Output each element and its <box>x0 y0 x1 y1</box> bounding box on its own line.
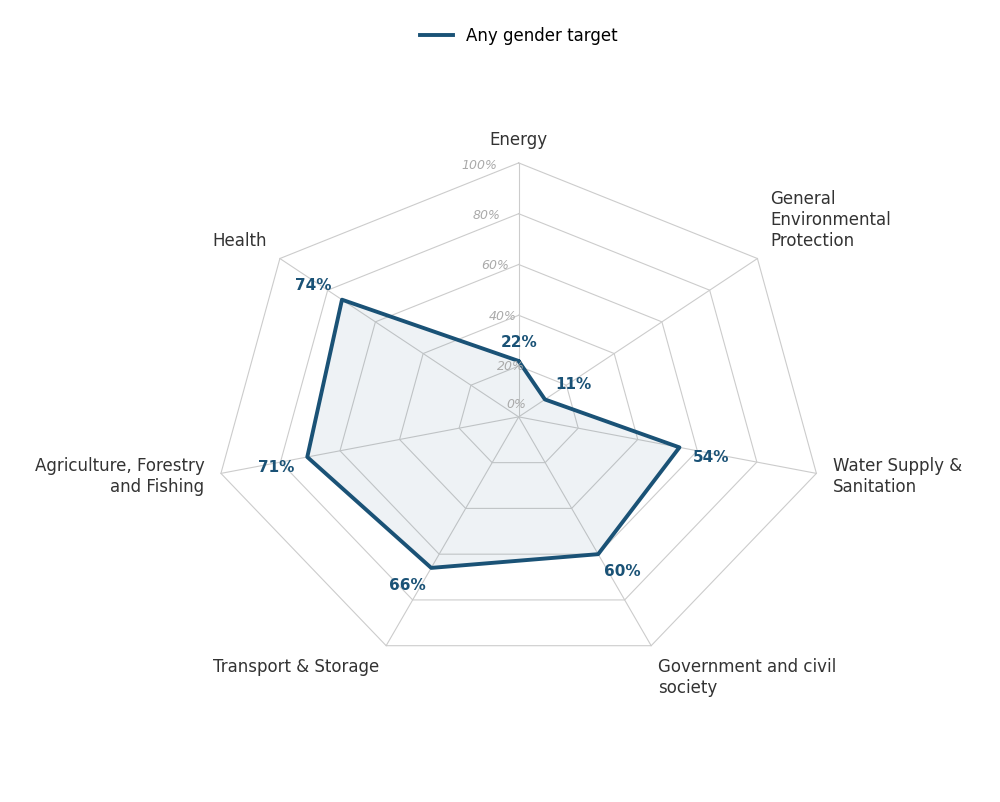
Text: 66%: 66% <box>389 578 425 593</box>
Text: 60%: 60% <box>481 259 509 272</box>
Text: 80%: 80% <box>473 209 501 222</box>
Text: 22%: 22% <box>500 334 537 350</box>
Text: Health: Health <box>212 232 267 249</box>
Text: 20%: 20% <box>497 360 525 373</box>
Text: Agriculture, Forestry
and Fishing: Agriculture, Forestry and Fishing <box>35 457 205 496</box>
Text: Government and civil
society: Government and civil society <box>658 658 837 697</box>
Text: 71%: 71% <box>258 460 294 475</box>
Text: Transport & Storage: Transport & Storage <box>213 658 379 676</box>
Text: 11%: 11% <box>556 377 592 392</box>
Text: 0%: 0% <box>507 398 527 411</box>
Legend: Any gender target: Any gender target <box>413 20 624 52</box>
Text: Energy: Energy <box>490 131 548 149</box>
Text: 54%: 54% <box>693 450 729 465</box>
Text: Water Supply &
Sanitation: Water Supply & Sanitation <box>833 457 962 496</box>
Text: 74%: 74% <box>295 277 331 293</box>
Text: 100%: 100% <box>461 159 497 172</box>
Text: General
Environmental
Protection: General Environmental Protection <box>771 190 891 249</box>
Text: 40%: 40% <box>489 310 517 322</box>
Text: 60%: 60% <box>604 565 641 580</box>
Polygon shape <box>307 300 679 568</box>
